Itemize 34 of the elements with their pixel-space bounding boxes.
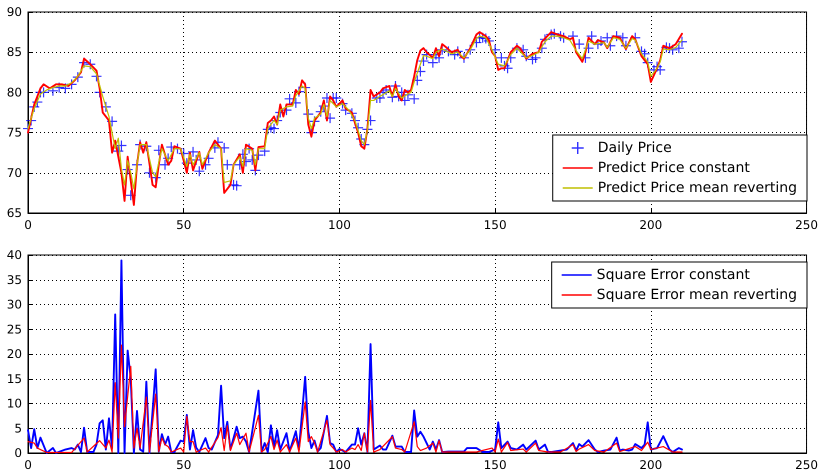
- legend-label: Daily Price: [598, 140, 672, 156]
- y-tick-label: 5: [14, 421, 22, 436]
- legend-label: Square Error constant: [596, 267, 750, 283]
- y-tick-label: 10: [6, 396, 22, 410]
- y-tick-label: 35: [6, 272, 22, 287]
- x-tick-label: 0: [24, 458, 32, 471]
- legend-label: Square Error mean reverting: [596, 287, 798, 303]
- y-tick-label: 85: [6, 45, 22, 60]
- x-tick-label: 200: [639, 218, 662, 232]
- y-tick-label: 40: [6, 248, 22, 262]
- x-tick-label: 100: [328, 218, 351, 232]
- y-tick-label: 90: [6, 5, 22, 19]
- x-tick-label: 100: [328, 458, 351, 471]
- y-tick-label: 25: [6, 322, 22, 336]
- x-tick-label: 150: [484, 458, 507, 471]
- x-tick-label: 250: [795, 218, 818, 232]
- y-tick-label: 80: [6, 85, 22, 100]
- x-tick-label: 50: [176, 218, 192, 232]
- y-tick-label: 0: [14, 446, 22, 460]
- x-tick-label: 0: [24, 218, 32, 232]
- x-tick-label: 250: [795, 458, 818, 471]
- y-tick-label: 15: [6, 372, 22, 386]
- y-tick-label: 70: [6, 166, 22, 180]
- x-tick-label: 50: [176, 458, 192, 471]
- y-tick-label: 20: [6, 347, 22, 361]
- line-series: [27, 344, 683, 454]
- x-tick-label: 150: [484, 218, 507, 232]
- legend-label: Predict Price mean reverting: [598, 180, 797, 196]
- line-series: [27, 259, 683, 454]
- y-tick-label: 65: [6, 206, 22, 220]
- legend-label: Predict Price constant: [598, 160, 750, 176]
- x-tick-label: 200: [639, 458, 662, 471]
- y-tick-label: 75: [6, 126, 22, 140]
- y-tick-label: 30: [6, 298, 22, 312]
